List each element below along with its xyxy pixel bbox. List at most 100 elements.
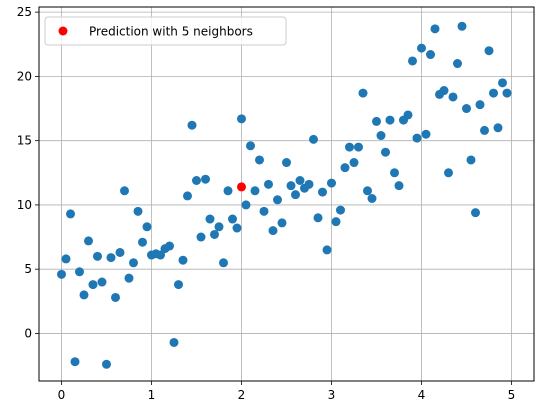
data-point	[363, 186, 372, 196]
data-point	[358, 88, 368, 98]
y-tick-label: 15	[17, 134, 32, 148]
data-point	[286, 181, 296, 191]
data-point	[61, 254, 71, 264]
data-point	[475, 100, 485, 110]
data-point	[183, 191, 192, 201]
data-point	[124, 273, 134, 283]
data-point	[480, 125, 489, 135]
y-tick-label: 10	[17, 198, 32, 212]
data-point	[444, 168, 453, 178]
data-point	[412, 133, 422, 143]
data-point	[246, 141, 255, 151]
x-tick-label: 2	[238, 388, 246, 402]
data-point	[385, 115, 395, 125]
y-tick-label: 20	[17, 69, 32, 83]
data-point	[228, 214, 237, 224]
data-point	[457, 21, 467, 31]
data-point	[277, 218, 287, 228]
data-point	[66, 209, 75, 219]
prediction-point	[237, 182, 246, 192]
data-point	[255, 155, 264, 165]
data-point	[268, 226, 278, 236]
data-point	[394, 181, 404, 191]
data-point	[309, 134, 318, 144]
data-point	[448, 92, 458, 102]
data-point	[129, 258, 138, 268]
data-point	[408, 56, 417, 66]
data-point	[237, 114, 246, 124]
data-point	[331, 217, 341, 227]
grid	[39, 7, 534, 381]
data-point	[241, 200, 251, 210]
x-tick-label: 4	[418, 388, 426, 402]
legend-box	[44, 16, 287, 46]
data-point	[336, 205, 345, 215]
data-point	[340, 163, 350, 173]
data-point	[138, 237, 147, 247]
data-point	[169, 337, 179, 347]
legend-label: Prediction with 5 neighbors	[89, 25, 253, 39]
y-tick-label: 25	[17, 5, 32, 19]
data-point	[111, 292, 120, 302]
data-point	[345, 142, 354, 152]
data-point	[376, 131, 386, 141]
data-point	[273, 195, 282, 205]
data-point	[313, 213, 323, 223]
data-point	[79, 290, 89, 300]
data-point	[214, 222, 224, 232]
data-point	[133, 206, 143, 216]
x-tick-label: 3	[328, 388, 336, 402]
y-tick-label: 5	[24, 262, 32, 276]
data-point	[462, 104, 471, 114]
x-tick-label: 1	[148, 388, 156, 402]
data-point	[381, 147, 390, 157]
data-point	[439, 86, 449, 96]
data-point	[174, 280, 183, 290]
data-point	[291, 190, 300, 200]
data-point	[484, 46, 494, 56]
data-point	[57, 269, 66, 279]
data-point	[471, 208, 480, 218]
data-point	[106, 253, 116, 263]
data-point	[232, 223, 242, 233]
data-point	[493, 123, 503, 133]
data-point	[115, 247, 125, 257]
axis-ticks: 0 1 2 3 4 5 0 5 10 15 20 25	[17, 5, 516, 402]
data-points	[57, 21, 512, 369]
data-point	[102, 359, 111, 369]
data-point	[219, 258, 228, 268]
data-point	[403, 110, 413, 120]
data-point	[295, 176, 305, 186]
data-point	[421, 129, 431, 139]
data-point	[223, 186, 233, 196]
data-point	[453, 59, 462, 69]
data-point	[304, 179, 314, 189]
data-point	[97, 277, 107, 287]
legend: Prediction with 5 neighbors	[44, 16, 287, 46]
data-point	[372, 116, 381, 126]
data-point	[142, 222, 152, 232]
data-point	[75, 267, 84, 277]
data-point	[120, 186, 129, 196]
data-point	[201, 174, 210, 184]
data-point	[282, 158, 291, 168]
data-point	[165, 241, 174, 251]
data-point	[250, 186, 260, 196]
data-point	[322, 245, 332, 255]
data-point	[192, 176, 201, 186]
data-point	[84, 236, 93, 246]
data-point	[70, 357, 80, 367]
x-tick-label: 5	[508, 388, 516, 402]
x-tick-label: 0	[58, 388, 66, 402]
data-point	[426, 50, 435, 60]
data-point	[318, 187, 327, 197]
data-point	[390, 168, 399, 178]
data-point	[430, 24, 440, 34]
data-point	[93, 251, 102, 261]
data-point	[354, 142, 363, 152]
data-point	[156, 250, 165, 260]
data-point	[367, 193, 377, 203]
data-point	[417, 43, 426, 53]
